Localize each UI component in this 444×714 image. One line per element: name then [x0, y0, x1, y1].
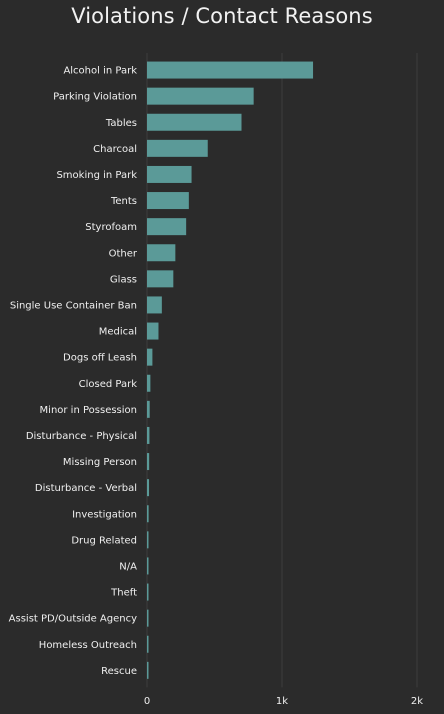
category-label-6: Styrofoam — [85, 222, 137, 233]
category-label-1: Parking Violation — [53, 92, 137, 103]
category-label-2: Tables — [105, 118, 137, 129]
category-label-22: Homeless Outreach — [39, 640, 137, 651]
x-tick-label-1: 1k — [276, 696, 288, 707]
bar-19[interactable] — [147, 557, 149, 575]
bar-16[interactable] — [147, 479, 150, 497]
bar-15[interactable] — [147, 453, 150, 471]
bar-12[interactable] — [147, 374, 151, 392]
category-label-18: Drug Related — [71, 535, 137, 546]
category-label-21: Assist PD/Outside Agency — [9, 614, 137, 625]
category-label-9: Single Use Container Ban — [10, 300, 137, 311]
category-label-20: Theft — [110, 588, 137, 599]
bar-0[interactable] — [147, 61, 314, 79]
category-label-19: N/A — [119, 561, 137, 572]
category-label-3: Charcoal — [93, 144, 137, 155]
category-label-0: Alcohol in Park — [63, 66, 137, 77]
bar-2[interactable] — [147, 113, 242, 131]
category-label-11: Dogs off Leash — [63, 353, 137, 364]
category-label-17: Investigation — [72, 509, 137, 520]
bar-21[interactable] — [147, 609, 149, 627]
x-tick-label-0: 0 — [144, 696, 150, 707]
category-label-4: Smoking in Park — [56, 170, 137, 181]
bar-14[interactable] — [147, 426, 150, 444]
bar-18[interactable] — [147, 531, 149, 549]
category-label-15: Missing Person — [63, 457, 137, 468]
bar-8[interactable] — [147, 270, 174, 288]
bar-4[interactable] — [147, 165, 192, 183]
category-label-13: Minor in Possession — [40, 405, 137, 416]
x-tick-label-2: 2k — [411, 696, 423, 707]
bar-1[interactable] — [147, 87, 254, 105]
bar-5[interactable] — [147, 192, 189, 210]
bar-20[interactable] — [147, 583, 149, 601]
category-label-5: Tents — [110, 196, 137, 207]
bar-7[interactable] — [147, 244, 176, 262]
category-label-8: Glass — [110, 274, 137, 285]
category-label-16: Disturbance - Verbal — [35, 483, 137, 494]
bar-22[interactable] — [147, 635, 149, 653]
bar-10[interactable] — [147, 322, 159, 340]
category-label-10: Medical — [99, 327, 137, 338]
bar-6[interactable] — [147, 218, 187, 236]
bar-17[interactable] — [147, 505, 149, 523]
chart-title: Violations / Contact Reasons — [71, 4, 373, 28]
bar-11[interactable] — [147, 348, 153, 366]
category-label-14: Disturbance - Physical — [26, 431, 137, 442]
bar-13[interactable] — [147, 400, 150, 418]
bar-3[interactable] — [147, 139, 208, 157]
category-label-23: Rescue — [101, 666, 137, 677]
bar-23[interactable] — [147, 661, 149, 679]
category-label-12: Closed Park — [79, 379, 138, 390]
category-label-7: Other — [109, 248, 138, 259]
bar-9[interactable] — [147, 296, 162, 314]
